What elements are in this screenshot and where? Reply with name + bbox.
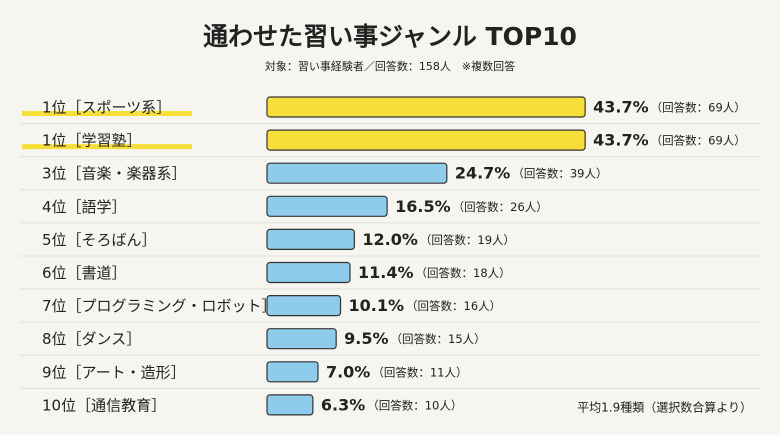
- value-label: 10.1%: [349, 296, 405, 315]
- count-label: （回答数：18人）: [416, 266, 511, 280]
- bar: [266, 96, 586, 118]
- category-label: 7位［プログラミング・ロボット］: [42, 297, 277, 315]
- chart-title: 通わせた習い事ジャンル TOP10: [203, 22, 577, 51]
- bar: [266, 328, 337, 350]
- value-label: 6.3%: [321, 395, 365, 414]
- category-label: 1位［スポーツ系］: [42, 99, 171, 117]
- bar: [266, 261, 351, 284]
- value-label: 43.7%: [593, 98, 649, 117]
- bar: [266, 129, 586, 151]
- bar: [266, 195, 388, 217]
- value-label: 24.7%: [455, 164, 511, 183]
- category-label: 1位［学習塾］: [42, 132, 142, 150]
- value-label: 11.4%: [358, 263, 414, 282]
- bar: [266, 228, 355, 250]
- count-label: （回答数：16人）: [406, 299, 501, 313]
- bar: [266, 394, 314, 416]
- bar: [266, 361, 319, 383]
- count-label: （回答数：15人）: [391, 332, 486, 346]
- count-label: （回答数：19人）: [420, 233, 515, 247]
- count-label: （回答数：69人）: [651, 134, 746, 148]
- count-label: （回答数：39人）: [512, 167, 607, 181]
- value-label: 12.0%: [362, 230, 418, 249]
- category-label: 8位［ダンス］: [42, 330, 141, 348]
- count-label: （回答数：69人）: [651, 101, 746, 115]
- value-label: 7.0%: [326, 362, 370, 381]
- category-label: 6位［書道］: [42, 264, 127, 282]
- bar: [266, 295, 342, 317]
- count-label: （回答数：10人）: [367, 398, 462, 412]
- value-label: 16.5%: [395, 197, 451, 216]
- footnote: 平均1.9種類（選択数合算より）: [577, 400, 752, 415]
- label-highlight: [22, 111, 192, 116]
- count-label: （回答数：26人）: [453, 200, 548, 214]
- count-label: （回答数：11人）: [372, 365, 467, 379]
- category-label: 5位［そろばん］: [42, 231, 157, 249]
- chart-subtitle: 対象：習い事経験者／回答数：158人 ※複数回答: [265, 59, 515, 73]
- category-label: 3位［音楽・楽器系］: [42, 165, 187, 183]
- bar: [266, 162, 448, 184]
- category-label: 10位［通信教育］: [42, 396, 166, 414]
- category-label: 4位［語学］: [42, 198, 127, 216]
- value-label: 9.5%: [344, 329, 388, 348]
- value-label: 43.7%: [593, 131, 649, 150]
- category-label: 9位［アート・造形］: [42, 363, 186, 381]
- label-highlight: [22, 144, 192, 150]
